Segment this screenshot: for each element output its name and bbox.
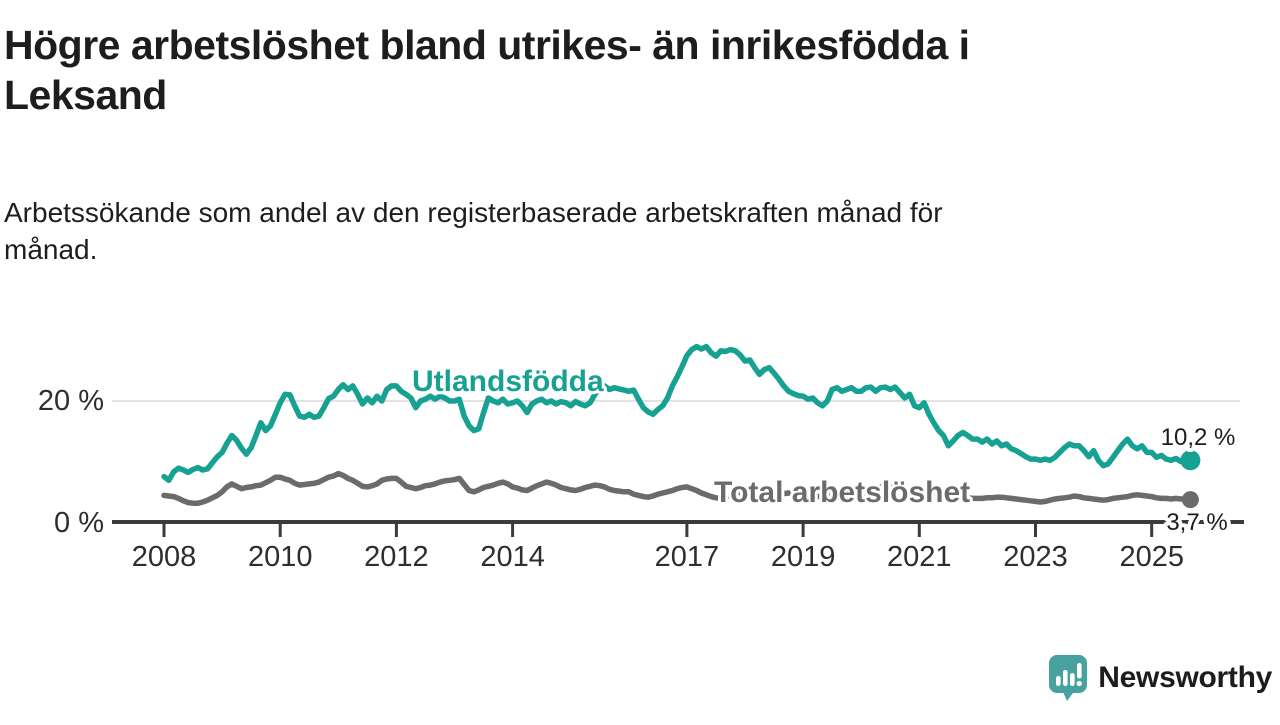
subtitle-line-1: Arbetssökande som andel av den registerb…	[4, 197, 943, 228]
x-tick-2010: 2010	[248, 524, 313, 573]
x-tick-2025: 2025	[1119, 524, 1184, 573]
title-line-2: Leksand	[4, 72, 167, 119]
series-end-dot-total	[1181, 491, 1199, 509]
x-tick-label: 2025	[1119, 541, 1184, 573]
series-line-total-arbetsloshet	[161, 470, 1194, 506]
x-tick-label: 2008	[132, 541, 197, 573]
bar-2	[1063, 670, 1068, 686]
x-tick-2023: 2023	[1003, 524, 1068, 573]
x-tick-label: 2021	[887, 541, 952, 573]
bar-1	[1056, 676, 1061, 686]
newsworthy-logo-icon	[1049, 655, 1088, 701]
chart-subtitle: Arbetssökande som andel av den registerb…	[4, 194, 1204, 268]
x-axis-ticks: 2008 2010 2012 2014 2017 2019 2021 2023 2025	[132, 524, 1184, 573]
series-line-utlandsfodda	[161, 343, 1194, 484]
x-tick-2017: 2017	[655, 524, 720, 573]
x-tick-label: 2023	[1003, 541, 1068, 573]
x-tick-label: 2012	[364, 541, 429, 573]
speech-bubble-shape	[1049, 655, 1088, 701]
y-tick-label-20: 20 %	[38, 385, 104, 417]
y-tick-label-0: 0 %	[54, 507, 104, 539]
exclamation-bar	[1077, 663, 1082, 679]
x-tick-label: 2010	[248, 541, 313, 573]
end-value-label-total: 3,7 %	[1166, 509, 1227, 536]
x-tick-2008: 2008	[132, 524, 197, 573]
x-tick-2019: 2019	[771, 524, 836, 573]
newsworthy-logo-text: Newsworthy	[1098, 661, 1272, 694]
end-value-label-utlandsfodda: 10,2 %	[1161, 424, 1236, 451]
newsworthy-logo: Newsworthy	[1048, 654, 1272, 702]
page-title: Högre arbetslöshet bland utrikes- än inr…	[4, 20, 1204, 120]
series-end-dot-utlandsfodda	[1180, 450, 1201, 471]
subtitle-line-2: månad.	[4, 234, 98, 266]
x-tick-2021: 2021	[887, 524, 952, 573]
series-label-utlandsfodda: Utlandsfödda	[412, 365, 604, 398]
exclamation-dot	[1076, 680, 1083, 687]
title-line-1: Högre arbetslöshet bland utrikes- än inr…	[4, 22, 970, 68]
x-tick-2014: 2014	[480, 524, 545, 573]
x-tick-label: 2014	[480, 541, 545, 573]
x-tick-label: 2017	[655, 541, 720, 573]
bar-3	[1070, 673, 1075, 686]
x-tick-2012: 2012	[364, 524, 429, 573]
series-label-total-arbetsloshet: Total arbetslöshet	[714, 476, 970, 509]
x-tick-label: 2019	[771, 541, 836, 573]
